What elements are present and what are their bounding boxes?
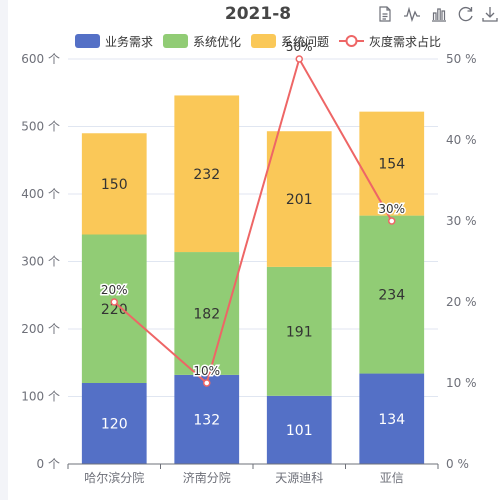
legend-optimize[interactable]: 系统优化 [163, 34, 241, 49]
business-bar[interactable] [81, 383, 147, 464]
x-tick-label: 天源迪科 [275, 471, 323, 485]
legend-swatch [251, 34, 276, 48]
x-tick-label: 济南分院 [183, 470, 231, 485]
ratio-label: 10% [193, 364, 220, 378]
y-left-tick-label: 100 个 [21, 390, 60, 404]
bars: 120 220 150 132 182 232 101 191 201 134 234 154 [81, 95, 425, 464]
line-chart-icon[interactable] [403, 5, 421, 23]
legend-business[interactable]: 业务需求 [75, 34, 153, 49]
legend-label: 灰度需求占比 [369, 34, 441, 49]
ratio-point[interactable] [388, 217, 396, 225]
legend-swatch-marker [345, 35, 358, 47]
legend-issue[interactable]: 系统问题 [251, 34, 329, 49]
restore-icon[interactable] [457, 5, 475, 23]
y-left-tick-label: 500 个 [21, 120, 60, 134]
y-right-tick-label: 0 % [446, 457, 469, 471]
bar-value-label: 201 [286, 192, 313, 208]
bar-value-label: 234 [378, 288, 405, 304]
data-view-icon[interactable] [376, 5, 394, 23]
bar-value-label: 101 [286, 423, 313, 439]
business-bar[interactable] [266, 395, 332, 464]
bar-value-label: 191 [286, 324, 313, 340]
ratio-line-path [113, 56, 393, 385]
issue-bar[interactable] [174, 95, 240, 253]
business-bar[interactable] [174, 374, 240, 464]
bar-value-label: 182 [193, 306, 220, 322]
axes: 哈尔滨分院 济南分院 天源迪科 亚信 0 个 100 个 200 个 300 个 400 个 50… [21, 52, 476, 485]
ratio-line: 20% 10% 50% 30% [99, 39, 407, 387]
y-right-tick-label: 10 % [446, 376, 477, 390]
issue-bar[interactable] [266, 131, 332, 267]
optimize-bar[interactable] [359, 215, 425, 374]
x-tick-label: 哈尔滨分院 [84, 470, 144, 485]
y-left-tick-label: 600 个 [21, 52, 60, 66]
y-right-tick-label: 40 % [446, 133, 477, 147]
issue-bar[interactable] [81, 133, 147, 235]
bar-value-label: 134 [378, 412, 405, 428]
legend-label: 系统优化 [193, 35, 241, 49]
optimize-bar[interactable] [81, 234, 147, 384]
y-right-tick-label: 50 % [446, 52, 477, 66]
optimize-bar[interactable] [266, 266, 332, 396]
y-left-tick-label: 400 个 [21, 187, 60, 201]
bar-value-label: 132 [193, 412, 220, 428]
legend[interactable]: 业务需求 系统优化 系统问题 灰度需求占比 [75, 34, 441, 49]
bar-value-label: 232 [193, 167, 220, 183]
legend-label: 业务需求 [105, 34, 153, 49]
bar-value-label: 120 [101, 417, 128, 433]
ratio-point[interactable] [295, 55, 303, 63]
y-left-tick-label: 0 个 [37, 457, 60, 471]
y-right-tick-label: 20 % [446, 295, 477, 309]
legend-ratio[interactable]: 灰度需求占比 [339, 34, 441, 49]
business-bar[interactable] [359, 373, 425, 464]
left-edge-strip [0, 0, 8, 500]
download-icon[interactable] [481, 5, 499, 23]
legend-label: 系统问题 [281, 35, 329, 49]
optimize-bar[interactable] [174, 252, 240, 375]
x-tick-label: 亚信 [380, 471, 404, 485]
chart-title: 2021-8 [225, 4, 291, 24]
bar-value-label: 220 [101, 302, 128, 318]
issue-bar[interactable] [359, 111, 425, 216]
ratio-point[interactable] [203, 379, 211, 387]
ratio-label: 50% [286, 40, 313, 54]
legend-swatch [163, 34, 188, 48]
ratio-label: 30% [378, 202, 405, 216]
bar-value-label: 154 [378, 157, 405, 173]
legend-swatch [75, 34, 100, 48]
y-right-tick-label: 30 % [446, 214, 477, 228]
ratio-point[interactable] [110, 298, 118, 306]
y-left-tick-label: 200 个 [21, 322, 60, 336]
ratio-label: 20% [101, 283, 128, 297]
y-left-tick-label: 300 个 [21, 255, 60, 269]
bar-chart-icon[interactable] [430, 5, 448, 23]
bar-value-label: 150 [101, 177, 128, 193]
